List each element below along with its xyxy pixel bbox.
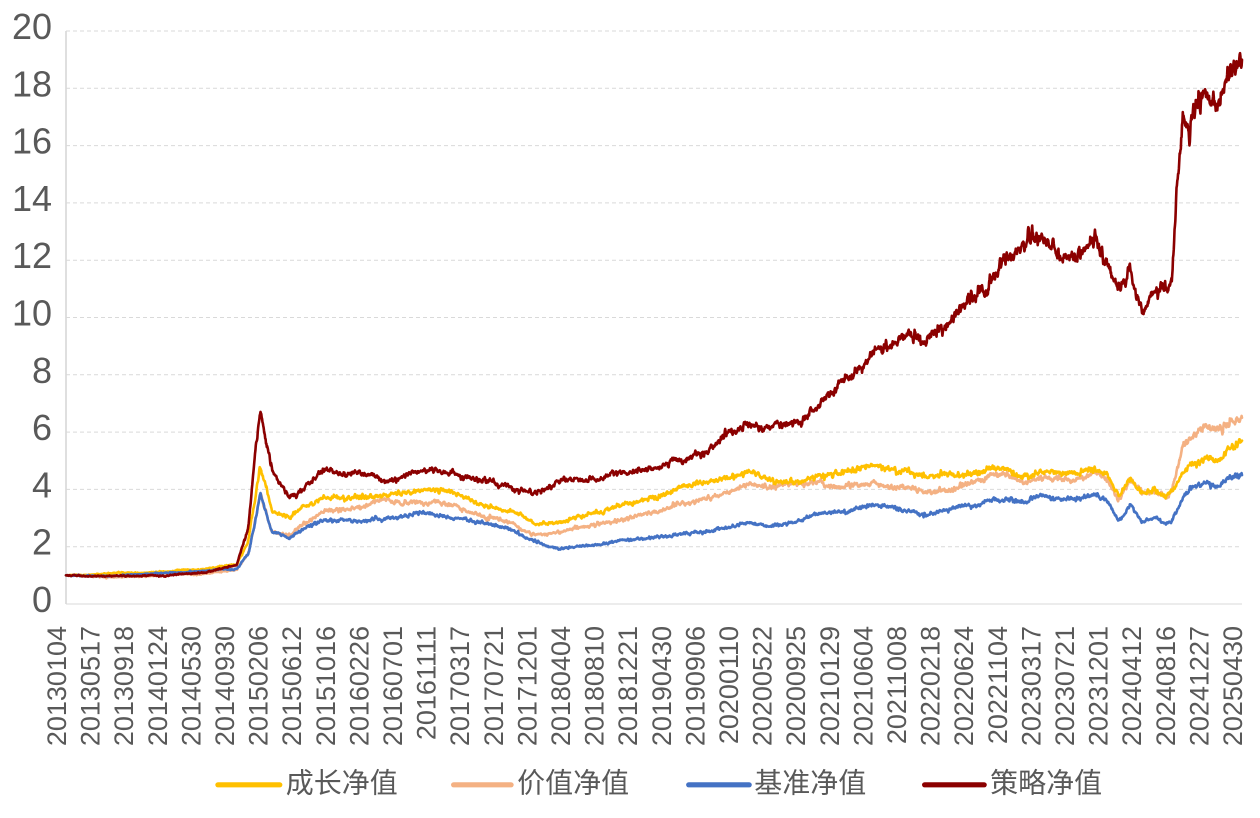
svg-text:8: 8: [32, 350, 52, 391]
svg-text:12: 12: [12, 235, 52, 276]
svg-text:20180404: 20180404: [546, 626, 576, 746]
svg-text:20130517: 20130517: [76, 626, 106, 746]
svg-text:20171201: 20171201: [512, 626, 542, 746]
svg-text:6: 6: [32, 407, 52, 448]
svg-text:20200522: 20200522: [748, 626, 778, 746]
svg-text:20130918: 20130918: [109, 626, 139, 746]
svg-text:16: 16: [12, 121, 52, 162]
svg-text:20181221: 20181221: [613, 626, 643, 746]
svg-text:20160226: 20160226: [344, 626, 374, 746]
svg-text:20210604: 20210604: [848, 626, 878, 746]
svg-text:20190430: 20190430: [647, 626, 677, 746]
svg-text:20231201: 20231201: [1084, 626, 1114, 746]
svg-text:策略净值: 策略净值: [990, 768, 1102, 799]
svg-text:20200110: 20200110: [714, 626, 744, 744]
svg-text:20170721: 20170721: [479, 626, 509, 746]
svg-text:20150206: 20150206: [244, 626, 274, 746]
svg-text:14: 14: [12, 178, 52, 219]
svg-text:20210129: 20210129: [815, 626, 845, 746]
svg-text:20: 20: [12, 6, 52, 47]
svg-text:20170317: 20170317: [445, 626, 475, 746]
svg-text:18: 18: [12, 63, 52, 104]
svg-text:20160701: 20160701: [378, 626, 408, 746]
svg-text:20240816: 20240816: [1151, 626, 1181, 746]
svg-text:20180810: 20180810: [580, 626, 610, 746]
svg-text:基准净值: 基准净值: [754, 768, 866, 799]
svg-text:20220624: 20220624: [949, 626, 979, 746]
svg-text:20140530: 20140530: [176, 626, 206, 746]
svg-text:20221104: 20221104: [983, 626, 1013, 744]
svg-text:20211008: 20211008: [882, 626, 912, 744]
svg-text:0: 0: [32, 579, 52, 620]
svg-text:10: 10: [12, 293, 52, 334]
svg-text:20151016: 20151016: [311, 626, 341, 746]
svg-text:价值净值: 价值净值: [517, 768, 629, 799]
svg-text:成长净值: 成长净值: [286, 768, 398, 799]
svg-text:20161111: 20161111: [412, 626, 442, 740]
svg-text:20150612: 20150612: [277, 626, 307, 746]
svg-text:20220218: 20220218: [916, 626, 946, 746]
svg-text:4: 4: [32, 464, 52, 505]
svg-text:20241227: 20241227: [1184, 626, 1214, 746]
svg-text:20240412: 20240412: [1117, 626, 1147, 746]
svg-text:20250430: 20250430: [1218, 626, 1248, 746]
svg-text:20230317: 20230317: [1016, 626, 1046, 746]
svg-text:20130104: 20130104: [42, 626, 72, 746]
svg-text:20190906: 20190906: [680, 626, 710, 746]
svg-text:20230721: 20230721: [1050, 626, 1080, 746]
svg-text:20200925: 20200925: [781, 626, 811, 746]
svg-text:20140124: 20140124: [143, 626, 173, 746]
svg-text:20140930: 20140930: [210, 626, 240, 746]
svg-text:2: 2: [32, 522, 52, 563]
